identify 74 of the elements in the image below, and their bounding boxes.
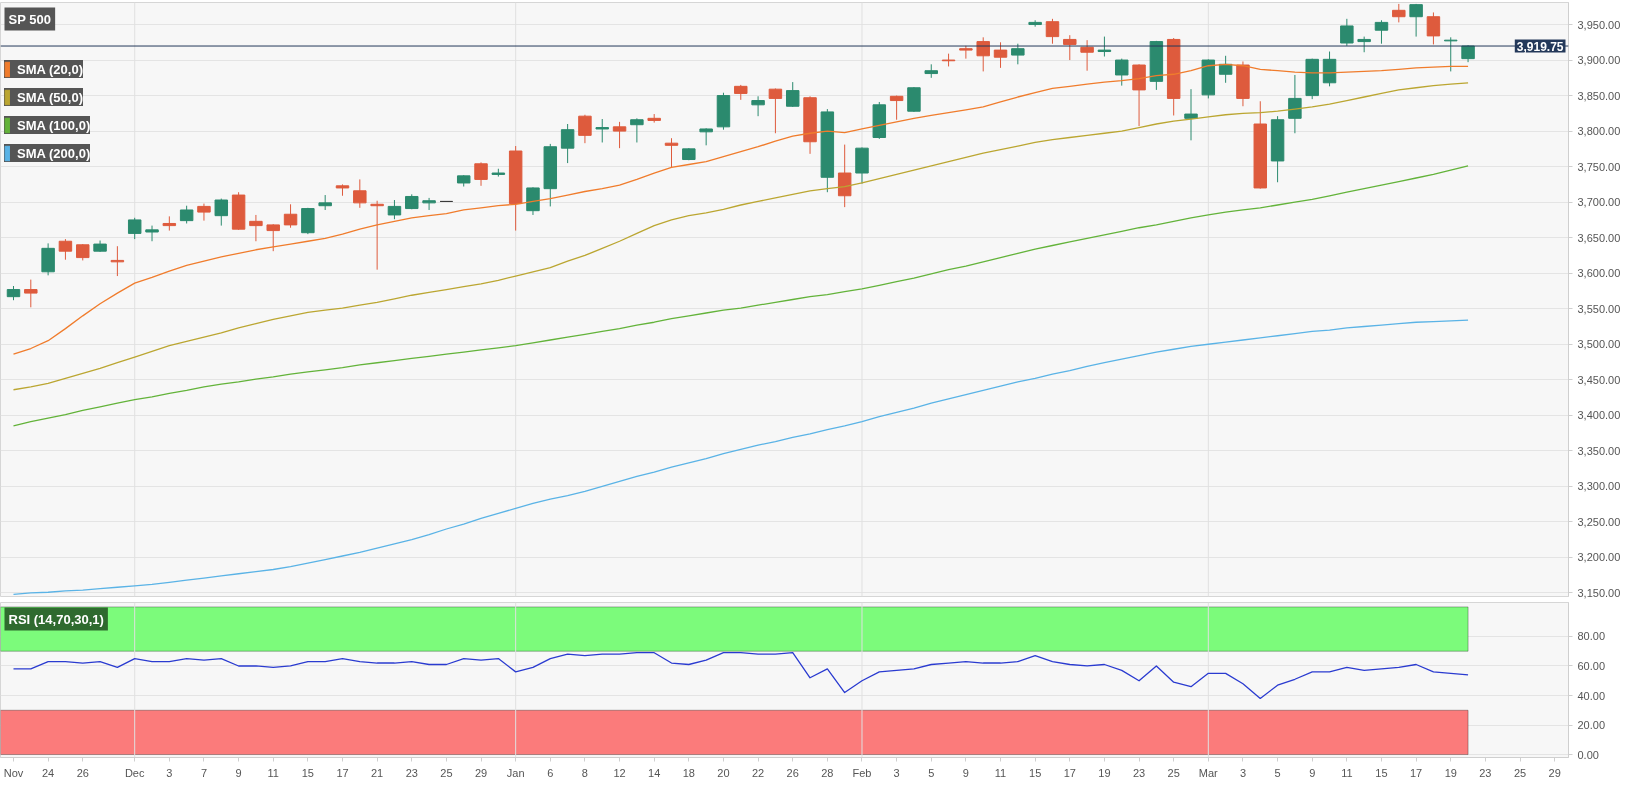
ref-line-label: 3,919.75 xyxy=(1516,39,1564,54)
y-tick-label: 3,650.00 xyxy=(1577,231,1621,244)
x-tick-label: 9 xyxy=(1309,766,1316,779)
y-tick-label: 0.00 xyxy=(1577,748,1599,761)
y-tick-label: 40.00 xyxy=(1577,689,1606,702)
x-tick-label: Jan xyxy=(506,766,525,779)
x-tick-label: 5 xyxy=(928,766,935,779)
x-tick-label: 9 xyxy=(962,766,969,779)
x-tick-label: 23 xyxy=(1479,766,1492,779)
y-tick-label: 3,700.00 xyxy=(1577,196,1621,209)
y-tick-label: 3,550.00 xyxy=(1577,302,1621,315)
x-tick-label: 6 xyxy=(547,766,554,779)
x-tick-label: Feb xyxy=(852,766,872,779)
x-tick-label: Mar xyxy=(1198,766,1219,779)
x-tick-label: 26 xyxy=(76,766,89,779)
x-tick-label: 15 xyxy=(301,766,314,779)
x-tick-label: 15 xyxy=(1375,766,1388,779)
x-tick-label: Nov xyxy=(3,766,24,779)
y-tick-label: 3,850.00 xyxy=(1577,89,1621,102)
legend-label: SMA (100,0) xyxy=(17,116,91,134)
y-tick-label: 3,800.00 xyxy=(1577,125,1621,138)
y-tick-label: 3,600.00 xyxy=(1577,267,1621,280)
x-tick-label: 29 xyxy=(1548,766,1561,779)
x-tick-label: 25 xyxy=(1167,766,1180,779)
y-tick-label: 60.00 xyxy=(1577,659,1606,672)
x-tick-label: 28 xyxy=(821,766,834,779)
y-tick-label: 3,900.00 xyxy=(1577,54,1621,67)
y-tick-label: 3,200.00 xyxy=(1577,551,1621,564)
x-tick-label: 11 xyxy=(1341,766,1353,779)
x-tick-label: 21 xyxy=(371,766,384,779)
x-tick-label: 25 xyxy=(1513,766,1527,779)
text: RSI (14,70,30,1) xyxy=(8,611,104,627)
y-tick-label: 3,350.00 xyxy=(1577,444,1621,457)
y-tick-label: 80.00 xyxy=(1577,630,1606,643)
x-tick-label: 24 xyxy=(42,766,55,779)
x-tick-label: 8 xyxy=(581,766,588,779)
x-tick-label: 7 xyxy=(200,766,208,779)
x-tick-label: 3 xyxy=(166,766,173,779)
x-tick-label: 11 xyxy=(267,766,279,779)
y-tick-label: 20.00 xyxy=(1577,719,1606,732)
x-tick-label: 22 xyxy=(751,766,765,779)
x-tick-label: 3 xyxy=(893,766,900,779)
x-tick-label: 23 xyxy=(405,766,418,779)
x-tick-label: 17 xyxy=(336,766,349,779)
x-tick-label: 5 xyxy=(1274,766,1281,779)
x-tick-label: 18 xyxy=(682,766,695,779)
x-tick-label: 23 xyxy=(1132,766,1146,779)
y-tick-label: 3,450.00 xyxy=(1577,373,1621,386)
x-tick-label: 11 xyxy=(994,766,1007,779)
text: SP 500 xyxy=(8,11,51,27)
x-tick-label: 17 xyxy=(1063,766,1076,779)
x-tick-label: 19 xyxy=(1098,766,1111,779)
x-tick-label: Dec xyxy=(124,766,145,779)
x-tick-label: 3 xyxy=(1239,766,1247,779)
x-tick-label: 25 xyxy=(440,766,453,779)
x-tick-label: 12 xyxy=(613,766,626,779)
x-tick-label: 29 xyxy=(474,766,488,779)
x-tick-label: 26 xyxy=(786,766,799,779)
y-tick-label: 3,250.00 xyxy=(1577,515,1621,528)
legend-label: SMA (50,0) xyxy=(17,88,83,106)
y-tick-label: 3,950.00 xyxy=(1577,18,1621,31)
legend-label: SMA (20,0) xyxy=(17,60,83,78)
y-tick-label: 3,500.00 xyxy=(1577,338,1621,351)
x-tick-label: 20 xyxy=(717,766,730,779)
y-tick-label: 3,150.00 xyxy=(1577,586,1621,599)
x-tick-label: 14 xyxy=(648,766,661,779)
x-tick-label: 9 xyxy=(235,766,242,779)
legend-label: SMA (200,0) xyxy=(17,144,91,162)
x-tick-label: 17 xyxy=(1410,766,1423,779)
x-tick-label: 15 xyxy=(1029,766,1042,779)
y-tick-label: 3,400.00 xyxy=(1577,409,1621,422)
y-tick-label: 3,750.00 xyxy=(1577,160,1621,173)
x-tick-label: 19 xyxy=(1444,766,1457,779)
y-tick-label: 3,300.00 xyxy=(1577,480,1621,493)
